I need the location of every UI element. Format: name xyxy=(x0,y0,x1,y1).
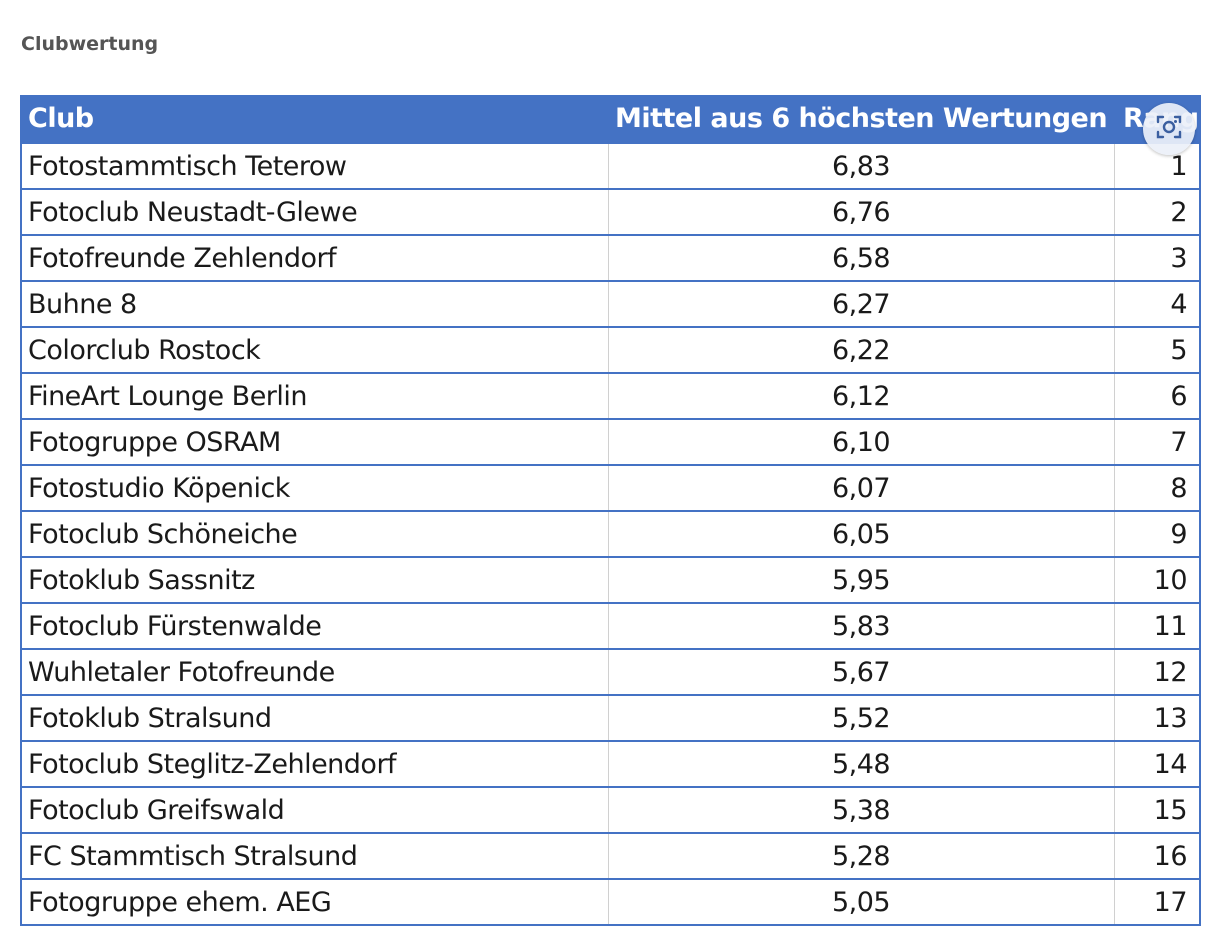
rank-cell: 10 xyxy=(1114,556,1201,604)
mean-score-cell: 5,05 xyxy=(608,878,1115,926)
mean-score-cell: 6,83 xyxy=(608,142,1115,190)
club-name-cell: Fotoclub Neustadt-Glewe xyxy=(20,188,609,236)
table-row: Fotoclub Fürstenwalde 5,83 11 xyxy=(20,602,1201,650)
club-name-cell: Fotostudio Köpenick xyxy=(20,464,609,512)
table-row: Fotoclub Neustadt-Glewe 6,76 2 xyxy=(20,188,1201,236)
club-ranking-table: Club Mittel aus 6 höchsten Wertungen Ran… xyxy=(20,95,1201,926)
table-body: Fotostammtisch Teterow 6,83 1 Fotoclub Neus… xyxy=(20,142,1201,926)
page-heading: Clubwertung xyxy=(21,33,159,55)
visual-search-icon xyxy=(1155,113,1183,146)
club-name-cell: Fotofreunde Zehlendorf xyxy=(20,234,609,282)
table-row: Fotofreunde Zehlendorf 6,58 3 xyxy=(20,234,1201,282)
table-row: Fotoclub Greifswald 5,38 15 xyxy=(20,786,1201,834)
mean-score-cell: 5,52 xyxy=(608,694,1115,742)
visual-search-button[interactable] xyxy=(1143,103,1195,155)
club-name-cell: Fotostammtisch Teterow xyxy=(20,142,609,190)
club-name-cell: Fotoklub Stralsund xyxy=(20,694,609,742)
club-name-cell: Fotoklub Sassnitz xyxy=(20,556,609,604)
rank-cell: 5 xyxy=(1114,326,1201,374)
rank-cell: 2 xyxy=(1114,188,1201,236)
rank-cell: 8 xyxy=(1114,464,1201,512)
mean-score-cell: 5,48 xyxy=(608,740,1115,788)
rank-cell: 6 xyxy=(1114,372,1201,420)
club-name-cell: Fotogruppe OSRAM xyxy=(20,418,609,466)
rank-cell: 17 xyxy=(1114,878,1201,926)
table-row: Fotoclub Schöneiche 6,05 9 xyxy=(20,510,1201,558)
table-row: FC Stammtisch Stralsund 5,28 16 xyxy=(20,832,1201,880)
rank-cell: 12 xyxy=(1114,648,1201,696)
rank-cell: 11 xyxy=(1114,602,1201,650)
mean-score-cell: 5,95 xyxy=(608,556,1115,604)
mean-score-cell: 6,22 xyxy=(608,326,1115,374)
table-row: Colorclub Rostock 6,22 5 xyxy=(20,326,1201,374)
mean-score-cell: 6,76 xyxy=(608,188,1115,236)
mean-score-cell: 6,27 xyxy=(608,280,1115,328)
rank-cell: 7 xyxy=(1114,418,1201,466)
column-header-mean: Mittel aus 6 höchsten Wertungen xyxy=(607,95,1115,143)
mean-score-cell: 5,83 xyxy=(608,602,1115,650)
table-row: FineArt Lounge Berlin 6,12 6 xyxy=(20,372,1201,420)
mean-score-cell: 6,10 xyxy=(608,418,1115,466)
club-name-cell: Fotoclub Steglitz-Zehlendorf xyxy=(20,740,609,788)
club-name-cell: Fotoclub Schöneiche xyxy=(20,510,609,558)
table-row: Fotoklub Stralsund 5,52 13 xyxy=(20,694,1201,742)
table-row: Fotostammtisch Teterow 6,83 1 xyxy=(20,142,1201,190)
column-header-club: Club xyxy=(20,95,609,143)
rank-cell: 14 xyxy=(1114,740,1201,788)
rank-cell: 3 xyxy=(1114,234,1201,282)
table-row: Fotoklub Sassnitz 5,95 10 xyxy=(20,556,1201,604)
club-name-cell: Fotoclub Fürstenwalde xyxy=(20,602,609,650)
mean-score-cell: 5,28 xyxy=(608,832,1115,880)
table-row: Fotostudio Köpenick 6,07 8 xyxy=(20,464,1201,512)
table-row: Fotogruppe OSRAM 6,10 7 xyxy=(20,418,1201,466)
rank-cell: 9 xyxy=(1114,510,1201,558)
club-name-cell: FC Stammtisch Stralsund xyxy=(20,832,609,880)
mean-score-cell: 5,67 xyxy=(608,648,1115,696)
club-name-cell: Colorclub Rostock xyxy=(20,326,609,374)
rank-cell: 15 xyxy=(1114,786,1201,834)
rank-cell: 13 xyxy=(1114,694,1201,742)
rank-cell: 4 xyxy=(1114,280,1201,328)
table-row: Fotogruppe ehem. AEG 5,05 17 xyxy=(20,878,1201,926)
table-row: Fotoclub Steglitz-Zehlendorf 5,48 14 xyxy=(20,740,1201,788)
rank-cell: 16 xyxy=(1114,832,1201,880)
club-name-cell: Fotogruppe ehem. AEG xyxy=(20,878,609,926)
club-name-cell: Wuhletaler Fotofreunde xyxy=(20,648,609,696)
table-row: Buhne 8 6,27 4 xyxy=(20,280,1201,328)
club-name-cell: FineArt Lounge Berlin xyxy=(20,372,609,420)
mean-score-cell: 6,58 xyxy=(608,234,1115,282)
mean-score-cell: 6,05 xyxy=(608,510,1115,558)
club-name-cell: Fotoclub Greifswald xyxy=(20,786,609,834)
table-header-row: Club Mittel aus 6 höchsten Wertungen Ran… xyxy=(20,95,1201,143)
score-table-image: Club Mittel aus 6 höchsten Wertungen Ran… xyxy=(20,95,1201,926)
table-row: Wuhletaler Fotofreunde 5,67 12 xyxy=(20,648,1201,696)
mean-score-cell: 6,12 xyxy=(608,372,1115,420)
club-name-cell: Buhne 8 xyxy=(20,280,609,328)
mean-score-cell: 6,07 xyxy=(608,464,1115,512)
mean-score-cell: 5,38 xyxy=(608,786,1115,834)
